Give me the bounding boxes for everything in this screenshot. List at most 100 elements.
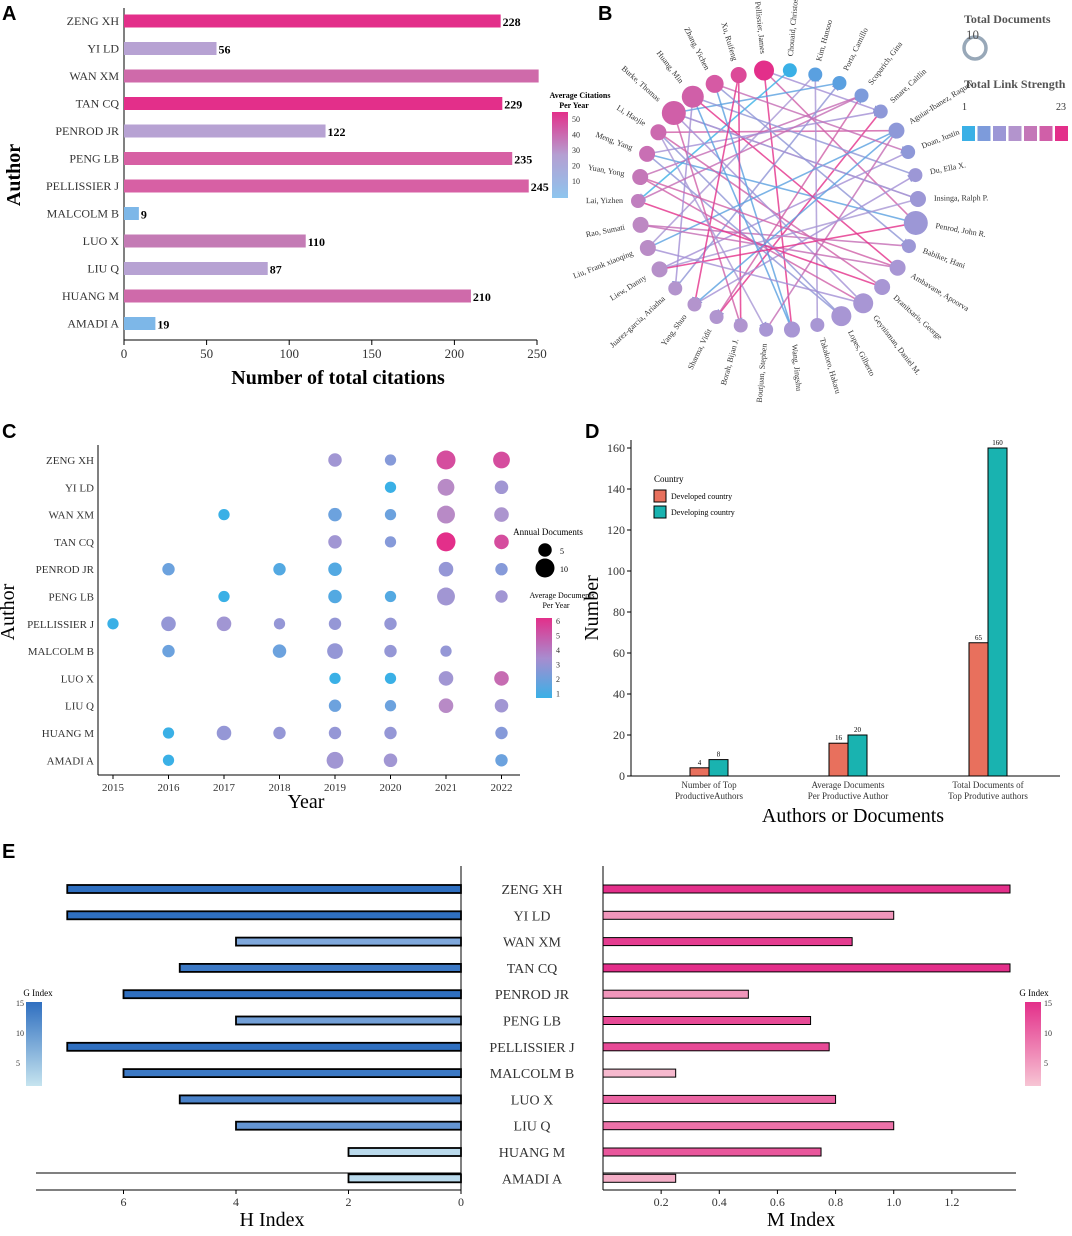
panel-a-author-tan-cq: TAN CQ	[76, 97, 120, 111]
panel-a-author-malcolm-b: MALCOLM B	[47, 207, 119, 221]
panel-e-m-bar-wan-xm	[602, 937, 853, 947]
panel-d-bar-label: 20	[854, 726, 862, 734]
panel-b-link	[646, 108, 882, 155]
panel-c-author-malcolm-b: MALCOLM B	[28, 646, 94, 658]
panel-a-bar-chart: Author Number of total citations Average…	[3, 8, 610, 389]
panel-e-h-bar-huang-m	[347, 1147, 462, 1157]
panel-a-bar-tan-cq	[124, 97, 503, 110]
panel-b-node-huang-min	[681, 85, 704, 108]
panel-b-node-juarez-garcia-ariadna	[668, 281, 683, 296]
panel-a-bar-liu-q	[124, 262, 268, 275]
panel-b-link	[763, 69, 917, 224]
panel-e-author-luo-x: LUO X	[511, 1093, 553, 1108]
panel-e-m-tick-label: 0.2	[654, 1195, 669, 1209]
panel-b-size-legend-circle	[962, 35, 988, 61]
panel-c-color-legend-tick: 2	[556, 675, 560, 684]
panel-e-h-tick-label: 4	[233, 1195, 239, 1209]
panel-b-node-label: Li, Haojie	[615, 103, 648, 128]
panel-e-h-bar-peng-lb	[235, 1015, 462, 1026]
panel-b-strength-swatch	[1008, 126, 1022, 141]
panel-e-left-legend-tick: 15	[16, 999, 24, 1008]
panel-b-node-li-haojie	[650, 124, 667, 141]
panel-d-category-label: ProductiveAuthors	[675, 791, 743, 801]
panel-c-dot-pellissier-j-2015	[107, 618, 119, 630]
panel-label-d: D	[585, 421, 599, 443]
panel-c-dot-wan-xm-2022	[494, 507, 509, 522]
panel-d-category-label: Total Documents of	[952, 780, 1023, 790]
panel-c-x-tick-label: 2021	[435, 782, 457, 794]
panel-a-bar-penrod-jr	[124, 124, 326, 138]
panel-c-dot-penrod-jr-2022	[495, 563, 508, 576]
panel-b-link	[692, 96, 899, 269]
panel-b-node-scoparich-gina	[854, 88, 869, 103]
panel-b-node-penrod-john-r	[903, 210, 928, 235]
panel-c-color-legend-tick: 5	[556, 632, 560, 641]
panel-c-dot-yi-ld-2022	[494, 480, 509, 495]
panel-c-dot-huang-m-2019	[328, 726, 342, 740]
panel-c-dot-pellissier-j-2017	[216, 616, 232, 632]
panel-d-y-tick-label: 140	[607, 482, 625, 496]
panel-label-b: B	[598, 3, 612, 25]
panel-e-m-bar-pellissier-j	[602, 1042, 830, 1052]
panel-c-dot-wan-xm-2021	[437, 505, 455, 524]
panel-a-x-tick-label: 250	[527, 346, 547, 361]
panel-a-author-luo-x: LUO X	[83, 234, 120, 248]
panel-b-link	[637, 200, 883, 289]
panel-b-node-aguiar-ibanez-raquel	[888, 122, 905, 139]
panel-b-node-lopes-gilberto	[831, 306, 852, 327]
panel-a-author-zeng-xh: ZENG XH	[67, 14, 120, 28]
panel-b-node-label: Yang, Shuo	[659, 313, 688, 348]
panel-b-node-liew-danny	[651, 261, 668, 278]
panel-c-dot-luo-x-2022	[494, 671, 509, 686]
panel-b-node-label: Boutjuan, Stephen	[755, 343, 769, 403]
panel-e-index-bars: H Index M Index G Index G Index 6 4 2 0 0.2 0…	[16, 866, 1052, 1231]
panel-e-h-bar-luo-x	[178, 1094, 462, 1105]
panel-b-node-meng-yang	[639, 145, 656, 162]
panel-b-strength-min: 1	[962, 102, 967, 113]
panel-e-m-bar-tan-cq	[602, 963, 1011, 973]
panel-b-link	[647, 129, 898, 249]
panel-a-author-yi-ld: YI LD	[87, 42, 119, 56]
panel-a-value-penrod-jr: 122	[328, 125, 346, 139]
panel-c-dot-yi-ld-2020	[384, 481, 397, 493]
panel-d-legend-label: Developed country	[671, 492, 732, 501]
panel-e-left-legend-title: G Index	[23, 988, 53, 998]
panel-a-bar-peng-lb	[124, 152, 513, 165]
panel-c-dot-zeng-xh-2022	[493, 451, 510, 469]
panel-d-y-label: Number	[581, 575, 603, 641]
panel-a-legend-title-2: Per Year	[559, 101, 589, 110]
panel-a-value-zeng-xh: 228	[503, 15, 521, 29]
panel-b-node-takakoro-hakaru	[810, 317, 825, 332]
panel-c-dot-liu-q-2019	[328, 699, 342, 712]
panel-e-m-tick-label: 0.6	[770, 1195, 785, 1209]
panel-e-m-bar-zeng-xh	[602, 884, 1011, 894]
panel-c-author-tan-cq: TAN CQ	[54, 537, 94, 549]
panel-e-m-bar-huang-m	[602, 1147, 822, 1157]
panel-a-author-wan-xm: WAN XM	[69, 69, 119, 83]
panel-e-m-bar-peng-lb	[602, 1016, 812, 1025]
panel-b-link	[639, 94, 862, 179]
panel-c-dot-liu-q-2022	[494, 698, 509, 713]
panel-a-y-label: Author	[3, 144, 25, 206]
panel-d-grouped-bar-chart: Number Authors or Documents Country 0 20 4…	[581, 439, 1060, 827]
panel-b-size-legend-title: Total Documents	[964, 12, 1051, 26]
panel-b-node-label: Pellissier, James	[753, 1, 767, 54]
panel-b-node-du-ella-x	[908, 168, 923, 183]
panel-c-dot-zeng-xh-2019	[328, 453, 342, 467]
panel-c-dot-tan-cq-2021	[436, 532, 456, 552]
panel-b-node-label: Rao, Sumati	[585, 223, 626, 240]
panel-d-category-label: Number of Top	[681, 780, 737, 790]
panel-b-network: Total Documents 10 Total Link Strength 1…	[572, 0, 1068, 403]
panel-c-author-wan-xm: WAN XM	[48, 510, 94, 522]
panel-b-node-label: Borah, Bijan J.	[719, 338, 740, 387]
panel-b-link	[647, 245, 864, 305]
panel-a-x-label: Number of total citations	[231, 367, 445, 389]
panel-b-strength-swatch	[1039, 126, 1053, 141]
panel-e-h-tick-label: 6	[121, 1195, 127, 1209]
panel-b-node-chouaid-christos	[782, 63, 797, 78]
panel-a-bar-wan-xm	[124, 69, 539, 83]
panel-b-node-label: Porta, Camillo	[841, 26, 870, 72]
panel-c-author-peng-lb: PENG LB	[48, 592, 94, 604]
panel-b-node-label: Lai, Yizhen	[586, 196, 623, 205]
panel-c-color-legend-tick: 1	[556, 690, 560, 699]
